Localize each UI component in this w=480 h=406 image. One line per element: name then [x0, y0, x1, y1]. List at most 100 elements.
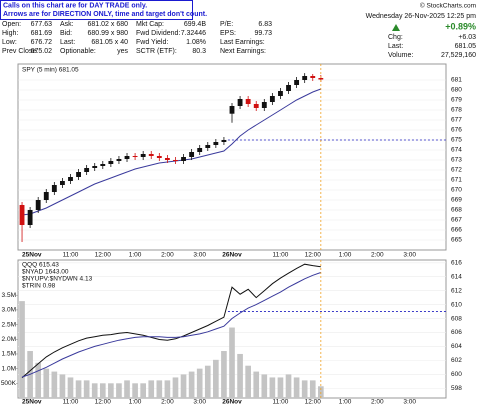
y2-tick-label: 602	[451, 357, 462, 364]
volume-bar	[116, 383, 122, 398]
y-tick-label: 667	[451, 217, 462, 224]
up-arrow	[392, 24, 400, 31]
x-tick-label: 2:00	[371, 252, 384, 259]
quote-value: 99.73	[254, 30, 272, 37]
candle-body	[310, 76, 316, 78]
candle-body	[68, 177, 73, 181]
quote-value: 7.32446	[181, 30, 206, 37]
change-pct: +0.89%	[445, 21, 476, 31]
y-tick-label: 665	[451, 237, 462, 244]
y-tick-label: 677	[451, 117, 462, 124]
x-tick-label: 12:00	[305, 399, 322, 406]
y-tick-label: 681	[451, 77, 462, 84]
datetime: Wednesday 26-Nov-2025 12:25 pm	[366, 13, 477, 20]
candle-body	[84, 168, 90, 172]
y-tick-label: 676	[451, 127, 462, 134]
candle-body	[76, 172, 81, 177]
x-tick-label: 3:00	[403, 252, 416, 259]
candle-body	[27, 210, 33, 225]
candle-body	[173, 160, 178, 161]
volume-bar	[245, 365, 251, 398]
x-tick-label: 11:00	[273, 399, 289, 406]
volume-bar	[301, 380, 308, 398]
y-tick-label: 2.0M	[2, 336, 16, 343]
candle-body	[19, 205, 25, 225]
y-tick-label: 674	[451, 147, 462, 154]
candle-body	[148, 154, 154, 156]
line-series	[21, 272, 321, 378]
volume-bar	[221, 351, 227, 398]
volume-bar	[277, 377, 284, 398]
quote-value: 27,529,160	[441, 52, 476, 59]
quote-label: Fwd Dividend:	[136, 30, 180, 37]
quote-value: 681.02 x 680	[88, 21, 129, 28]
y-tick-label: 678	[451, 107, 462, 114]
quote-label: Last Earnings:	[220, 39, 265, 46]
x-tick-label: 2:00	[161, 399, 174, 406]
y-tick-label: 679	[451, 97, 462, 104]
candle-body	[164, 158, 170, 160]
candle-body	[213, 142, 219, 145]
volume-bar	[172, 377, 179, 398]
x-tick-label: 26Nov	[222, 399, 242, 406]
line-series	[21, 88, 321, 216]
legend-entry: $NYAD 1643.00	[22, 269, 69, 276]
candle-body	[51, 185, 57, 192]
volume-bar	[237, 353, 243, 398]
volume-bar	[35, 362, 42, 398]
x-tick-label: 3:00	[193, 399, 206, 406]
y-tick-label: 668	[451, 207, 462, 214]
volume-bar	[269, 377, 276, 398]
volume-bar	[285, 374, 292, 398]
y-tick-label: 1.0M	[2, 365, 16, 372]
quote-label: High:	[2, 30, 18, 37]
candle-body	[197, 148, 203, 152]
quote-label: SCTR (ETF):	[136, 48, 177, 55]
volume-bar	[164, 380, 171, 398]
quote-label: Last:	[388, 43, 403, 50]
y2-tick-label: 600	[451, 371, 462, 378]
candle-body	[140, 154, 146, 157]
y2-tick-label: 608	[451, 315, 462, 322]
volume-bar	[59, 374, 66, 398]
candle-body	[286, 85, 291, 91]
quote-value: 675.02	[31, 48, 53, 55]
x-tick-label: 11:00	[273, 252, 289, 259]
quote-value: 681.05	[455, 43, 477, 50]
candle-body	[124, 156, 130, 159]
y-tick-label: 673	[451, 157, 462, 164]
volume-bar	[124, 380, 130, 398]
notice-line: Calls on this chart are for DAY TRADE on…	[3, 2, 147, 9]
x-tick-label: 1:00	[129, 252, 142, 259]
candle-body	[100, 164, 106, 166]
quote-label: Chg:	[388, 34, 403, 41]
candle-body	[302, 76, 308, 80]
quote-value: 680.99 x 980	[88, 30, 129, 37]
y2-tick-label: 616	[451, 260, 462, 267]
volume-bar	[196, 368, 203, 398]
volume-bar	[91, 383, 98, 398]
quote-label: Optionable:	[60, 48, 96, 55]
candle-body	[269, 96, 275, 102]
candle-body	[108, 161, 114, 164]
x-tick-label: 3:00	[403, 399, 416, 406]
x-tick-label: 1:00	[129, 399, 142, 406]
candle-body	[237, 99, 243, 106]
legend-entry: QQQ 615.43	[22, 262, 59, 269]
y-tick-label: 3.0M	[2, 307, 16, 314]
y-tick-label: 669	[451, 197, 462, 204]
y2-tick-label: 604	[451, 343, 462, 350]
volume-bar	[67, 377, 74, 398]
quote-label: Mkt Cap:	[136, 21, 164, 28]
volume-bar	[156, 380, 163, 398]
y2-tick-label: 614	[451, 273, 462, 280]
quote-value: 676.72	[31, 39, 53, 46]
quote-value: 699.4B	[184, 21, 207, 28]
x-tick-label: 12:00	[95, 252, 112, 259]
volume-bar	[51, 371, 58, 398]
quote-value: 681.05 x 40	[91, 39, 128, 46]
candle-body	[92, 166, 98, 168]
quote-value: 6.83	[258, 21, 272, 28]
